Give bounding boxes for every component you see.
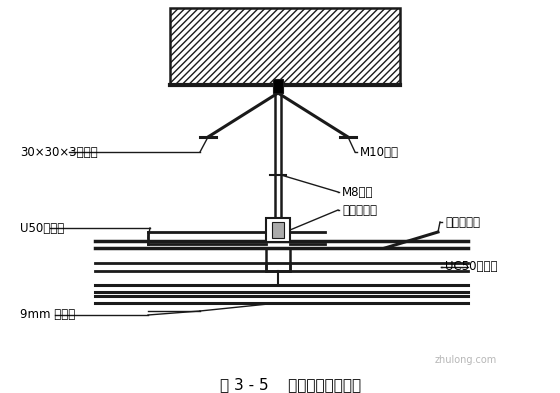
Text: UC50次龙骨: UC50次龙骨: [445, 261, 497, 274]
Text: 次龙骨吊件: 次龙骨吊件: [445, 215, 480, 228]
Text: zhulong.com: zhulong.com: [435, 355, 497, 365]
Bar: [170, 8, 400, 85]
Text: 9mm 石膏板: 9mm 石膏板: [20, 309, 75, 321]
Bar: [266, 218, 290, 242]
Text: 主龙骨吊件: 主龙骨吊件: [342, 204, 377, 217]
Bar: [273, 79, 283, 93]
Text: 30×30×3角钢件: 30×30×3角钢件: [20, 145, 97, 158]
Text: M8吊筋: M8吊筋: [342, 185, 374, 198]
Text: 图 3 - 5    石膏板吊顶剖面图: 图 3 - 5 石膏板吊顶剖面图: [220, 378, 361, 393]
Bar: [272, 222, 284, 238]
Text: M10胀栓: M10胀栓: [360, 145, 399, 158]
Text: U50主龙骨: U50主龙骨: [20, 222, 64, 235]
